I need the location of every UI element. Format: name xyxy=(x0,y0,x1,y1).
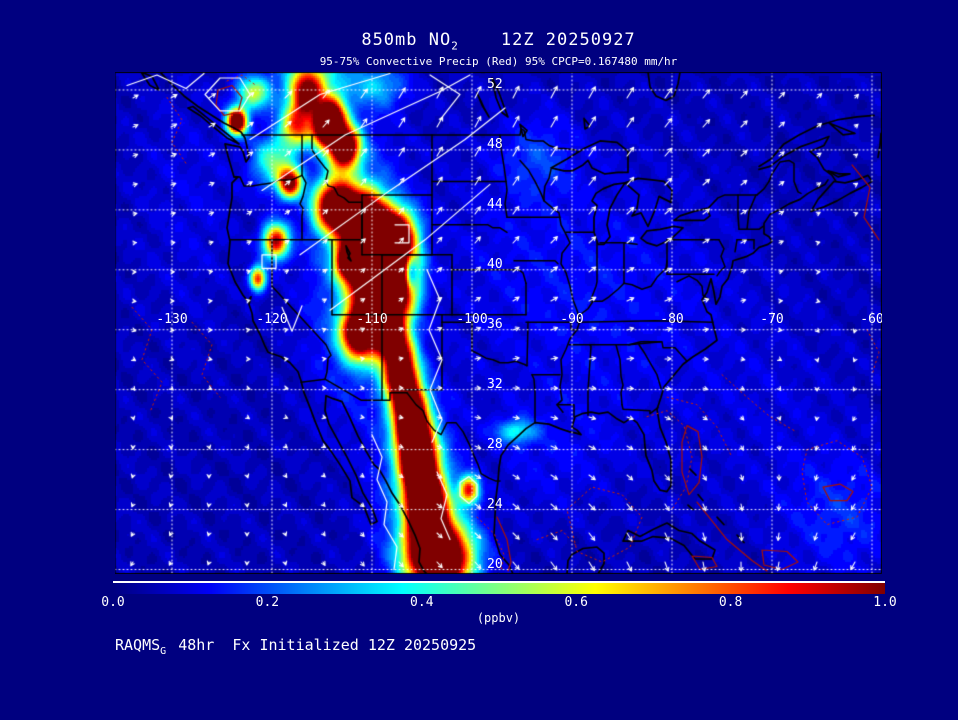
title-valid-time: 12Z 20250927 xyxy=(500,30,636,50)
colorbar-tick-label: 0.6 xyxy=(564,595,588,610)
title-variable-subscript: 2 xyxy=(451,39,459,53)
colorbar-tick-label: 0.8 xyxy=(718,595,743,610)
colorbar-tick-label: 0.2 xyxy=(255,595,280,610)
colorbar-tick-label: 0.0 xyxy=(101,595,125,610)
map-plot-area: -130 -120 -110 -100 -90 -80 -70 -60 20 24 28 32 36 40… xyxy=(115,72,882,574)
map-canvas xyxy=(115,72,882,574)
plot-title: 850mb NO2 12Z 20250927 xyxy=(115,30,882,52)
plot-subtitle: 95-75% Convective Precip (Red) 95% CPCP=… xyxy=(319,55,678,68)
model-run-annotation: RAQMSG 48hr Fx Initialized 12Z 20250925 xyxy=(115,636,476,657)
model-name-subscript: G xyxy=(160,646,167,657)
colorbar-units-label: (ppbv) xyxy=(476,611,521,625)
model-name: RAQMS xyxy=(115,636,161,654)
title-variable: 850mb NO xyxy=(361,30,452,50)
forecast-init-text: 48hr Fx Initialized 12Z 20250925 xyxy=(178,636,477,654)
colorbar-tick-label: 0.4 xyxy=(410,595,434,610)
colorbar xyxy=(113,581,885,594)
colorbar-tick-label: 1.0 xyxy=(873,595,897,610)
